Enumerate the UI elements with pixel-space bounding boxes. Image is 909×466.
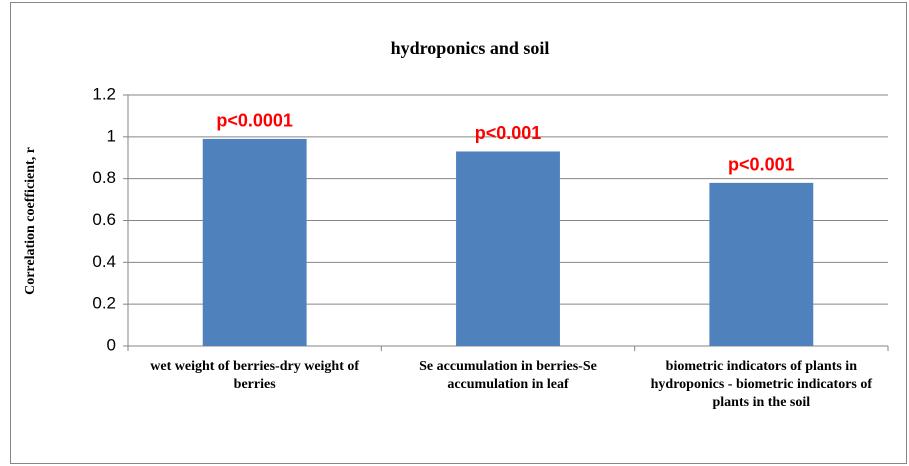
bar (456, 151, 560, 346)
annotation: p<0.0001 (216, 111, 293, 131)
y-tick-label: 1 (107, 126, 116, 145)
y-tick-label: 0 (107, 335, 116, 354)
annotation: p<0.001 (475, 123, 542, 143)
y-tick-label: 0.2 (92, 294, 116, 313)
x-tick-label: Se accumulation in berries-Se accumulati… (419, 359, 597, 392)
x-tick-label: biometric indicators of plants in hydrop… (650, 359, 873, 410)
y-tick-label: 1.2 (92, 84, 116, 103)
bar (202, 138, 307, 346)
y-tick-label: 0.4 (92, 252, 116, 271)
x-tick-label: wet weight of berries-dry weight of berr… (150, 359, 360, 392)
annotation: p<0.001 (728, 155, 795, 175)
chart-title: hydroponics and soil (391, 38, 550, 58)
y-tick-label: 0.6 (92, 210, 116, 229)
y-tick-label: 0.8 (92, 168, 116, 187)
bar (709, 182, 814, 346)
y-axis-label: Correlation coefficient, r (23, 147, 38, 295)
